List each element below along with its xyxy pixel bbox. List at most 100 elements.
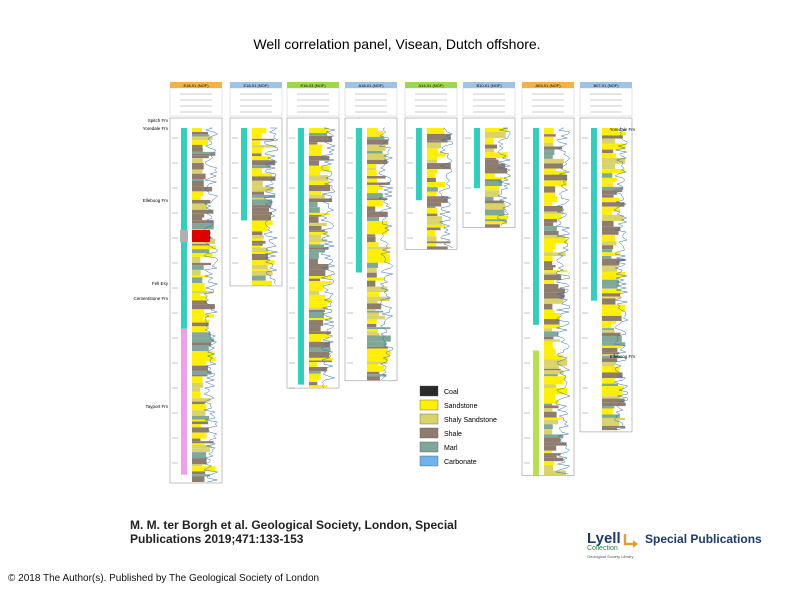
lithology-bed xyxy=(192,334,211,339)
lithology-bed xyxy=(192,338,215,343)
lithology-bed xyxy=(544,365,559,369)
lithology-bed xyxy=(309,357,333,361)
lithology-bed xyxy=(367,272,377,278)
lithology-bed xyxy=(602,261,620,266)
lithology-bed xyxy=(367,151,383,154)
lithology-bed xyxy=(252,207,269,212)
lithology-bed xyxy=(309,171,320,176)
lithology-bed xyxy=(252,140,261,146)
lithology-bed xyxy=(192,319,210,323)
lithology-bed xyxy=(309,222,327,226)
well-header-band xyxy=(463,82,515,88)
lithology-bed xyxy=(427,196,449,199)
lithology-bed xyxy=(602,328,614,331)
lithology-bed xyxy=(252,147,264,150)
lithology-bed xyxy=(192,249,210,254)
lithology-bed xyxy=(192,295,207,301)
special-publications-logo-text: Special Publications xyxy=(645,532,762,546)
lithology-bed xyxy=(252,231,263,236)
lithology-bed xyxy=(602,157,626,164)
lithology-bed xyxy=(192,314,215,318)
lithology-bed xyxy=(485,131,506,139)
lithology-bed xyxy=(367,131,384,137)
formation-label: Cementstone Fm xyxy=(133,296,168,301)
lithology-bed xyxy=(192,370,212,375)
lithology-bed xyxy=(602,345,622,348)
lithology-bed xyxy=(367,355,389,362)
lithology-bed xyxy=(192,245,216,250)
lithology-bed xyxy=(544,249,553,253)
lithology-bed xyxy=(367,189,379,194)
lithology-bed xyxy=(309,155,330,161)
lithology-bed xyxy=(309,263,329,270)
lithology-bed xyxy=(367,242,379,247)
lithology-bed xyxy=(602,226,621,232)
lithology-bed xyxy=(192,342,212,346)
lithology-bed xyxy=(602,311,622,316)
lithology-bed xyxy=(367,253,390,259)
lithology-bed xyxy=(427,246,448,250)
lithology-bed xyxy=(192,140,208,145)
lithology-bed xyxy=(427,213,438,217)
lithology-bed xyxy=(427,216,443,221)
lithology-bed xyxy=(192,153,216,156)
lithology-bed xyxy=(252,133,263,139)
lithology-bed xyxy=(192,128,202,132)
lithology-bed xyxy=(309,238,327,243)
lithology-bed xyxy=(192,134,210,137)
lithology-bed xyxy=(252,168,263,174)
lithology-bed xyxy=(309,252,319,259)
gamma-ray-log xyxy=(496,127,512,227)
lithology-bed xyxy=(427,163,451,170)
lithology-bed xyxy=(367,168,376,171)
lithology-bed xyxy=(252,214,271,221)
lithology-bed xyxy=(309,142,318,145)
lithology-bed xyxy=(192,203,208,210)
lithology-bed xyxy=(192,151,216,154)
lithology-bed xyxy=(192,262,212,266)
lithology-bed xyxy=(367,193,383,199)
lithology-bed xyxy=(427,173,436,178)
lithology-bed xyxy=(602,241,617,246)
lithology-bed xyxy=(544,174,568,181)
lithology-bed xyxy=(602,361,615,367)
lithology-bed xyxy=(602,197,620,203)
legend-label: Sandstone xyxy=(444,403,478,410)
lithology-bed xyxy=(252,211,273,215)
lithology-bed xyxy=(544,168,556,172)
lithology-bed xyxy=(367,178,378,183)
lithology-bed xyxy=(192,444,212,449)
lithology-bed xyxy=(367,312,379,316)
lithology-bed xyxy=(192,173,206,180)
copyright-notice: © 2018 The Author(s). Published by The G… xyxy=(8,573,320,584)
citation: M. M. ter Borgh et al. Geological Societ… xyxy=(130,518,458,546)
lithology-bed xyxy=(252,156,270,161)
lithology-bed xyxy=(192,452,207,459)
lithology-bed xyxy=(544,256,553,262)
stratigraphic-zone xyxy=(298,128,304,277)
lithology-bed xyxy=(544,196,558,203)
lithology-bed xyxy=(602,332,621,337)
lithology-bed xyxy=(544,192,556,197)
lithology-bed xyxy=(427,236,437,242)
lithology-bed xyxy=(192,464,203,467)
lithology-bed xyxy=(602,169,625,174)
lithology-bed xyxy=(602,149,614,154)
lithology-bed xyxy=(427,241,451,244)
lithology-bed xyxy=(192,243,210,246)
stratigraphic-zone xyxy=(533,128,539,325)
lithology-bed xyxy=(367,350,391,356)
legend-swatch xyxy=(419,385,439,397)
lithology-bed xyxy=(367,374,387,377)
formation-label: Yoredale Fm xyxy=(610,127,636,132)
lithology-bed xyxy=(602,182,613,187)
lithology-bed xyxy=(602,131,626,136)
lithology-bed xyxy=(544,374,558,377)
lithology-bed xyxy=(192,432,207,439)
lithology-bed xyxy=(544,324,561,329)
lithology-bed xyxy=(485,168,507,174)
lithology-bed xyxy=(367,246,391,249)
well-name: A18-01 (NOF) xyxy=(358,83,384,88)
lithology-bed xyxy=(427,169,438,174)
lithology-bed xyxy=(309,284,324,291)
